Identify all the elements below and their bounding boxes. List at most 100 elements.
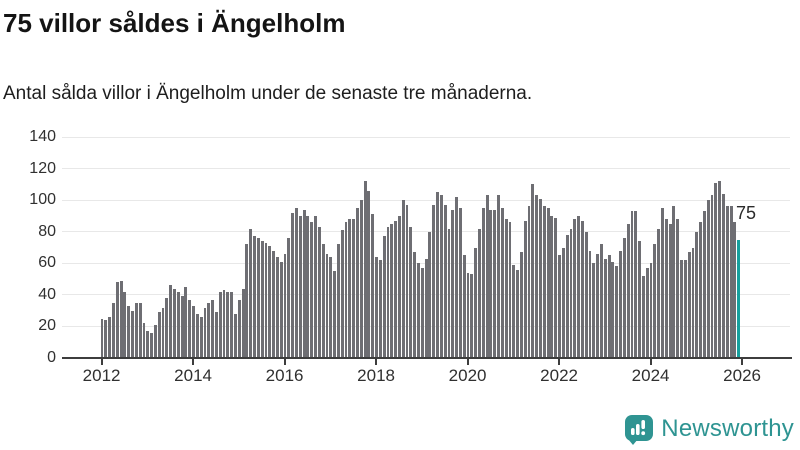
bar [722, 193, 725, 358]
bar [729, 206, 733, 358]
bar [458, 208, 462, 358]
logo-bubble-tail [628, 439, 639, 445]
bar [664, 219, 668, 358]
x-tick-label-2014: 2014 [174, 366, 212, 385]
y-tick-label-100: 100 [29, 191, 56, 209]
bar [691, 247, 695, 358]
bar [687, 252, 691, 358]
bar [275, 256, 279, 358]
bar [203, 307, 207, 358]
bar [466, 272, 470, 358]
bar [417, 263, 420, 358]
bar [592, 263, 596, 358]
logo-bars-glyph [631, 420, 646, 436]
bar [134, 302, 138, 358]
bar [470, 274, 474, 358]
bar [298, 215, 302, 358]
bar [146, 331, 150, 358]
bar [638, 241, 642, 358]
bar [455, 197, 459, 358]
bar [161, 307, 165, 358]
bar [115, 282, 119, 358]
bar [615, 266, 619, 358]
bar [104, 320, 108, 358]
y-tick-label-40: 40 [38, 285, 56, 303]
bar [119, 280, 123, 358]
bar [630, 211, 634, 358]
bar [272, 250, 276, 358]
bar [500, 208, 504, 358]
bar [535, 195, 539, 358]
bar [279, 261, 283, 358]
bar [150, 332, 154, 358]
bar [565, 234, 569, 358]
bar [676, 219, 680, 358]
x-tick-2014 [192, 358, 195, 365]
bar [325, 253, 329, 358]
bar [310, 222, 314, 358]
bar [546, 208, 550, 358]
bar [443, 204, 447, 358]
x-tick-label-2020: 2020 [448, 366, 487, 385]
bar [462, 255, 466, 358]
bar [561, 247, 565, 358]
bar [218, 291, 222, 358]
bar [317, 226, 321, 358]
bar [657, 228, 661, 358]
bar [588, 250, 592, 358]
bar-chart-plot-area [62, 136, 790, 358]
x-axis-line [62, 356, 792, 359]
bar [359, 200, 363, 358]
bar [420, 268, 424, 358]
bar [180, 296, 184, 358]
bar [702, 211, 706, 358]
bar [108, 316, 112, 358]
y-tick-label-60: 60 [38, 254, 56, 272]
gridline-140 [62, 136, 790, 138]
bar [485, 195, 489, 358]
bar [188, 299, 192, 358]
bar [405, 204, 409, 358]
newsworthy-logo: Newsworthy [625, 415, 794, 445]
bar [306, 215, 310, 358]
bar [619, 250, 622, 358]
gridline-80 [62, 231, 790, 233]
bar [504, 219, 508, 358]
bar [622, 238, 626, 358]
bar [554, 217, 558, 358]
bar [397, 215, 401, 358]
y-tick-label-140: 140 [29, 128, 56, 145]
bar [222, 290, 226, 358]
bar [611, 261, 615, 358]
bar [192, 305, 195, 358]
bar [260, 241, 264, 358]
last-value-label: 75 [736, 203, 757, 223]
bar [695, 231, 699, 358]
bar [508, 222, 512, 358]
bar [333, 271, 337, 358]
bar [287, 238, 291, 358]
bar [519, 252, 523, 358]
bar [573, 219, 577, 358]
bar [531, 184, 535, 358]
bar [645, 268, 649, 358]
bar [199, 316, 203, 358]
bar [169, 285, 173, 358]
bar [256, 238, 260, 358]
bar [413, 252, 417, 358]
bar [497, 195, 500, 358]
x-tick-2018 [375, 358, 378, 365]
bar [226, 291, 230, 358]
bar [596, 253, 600, 358]
bar [474, 247, 478, 358]
bar [112, 302, 115, 358]
y-tick-label-20: 20 [38, 317, 56, 335]
bar [478, 228, 481, 358]
bar [352, 219, 356, 358]
bar [409, 226, 413, 358]
bar [394, 220, 398, 358]
bar [680, 260, 683, 358]
bar [207, 302, 211, 358]
bar [550, 215, 554, 358]
bar [268, 245, 272, 358]
